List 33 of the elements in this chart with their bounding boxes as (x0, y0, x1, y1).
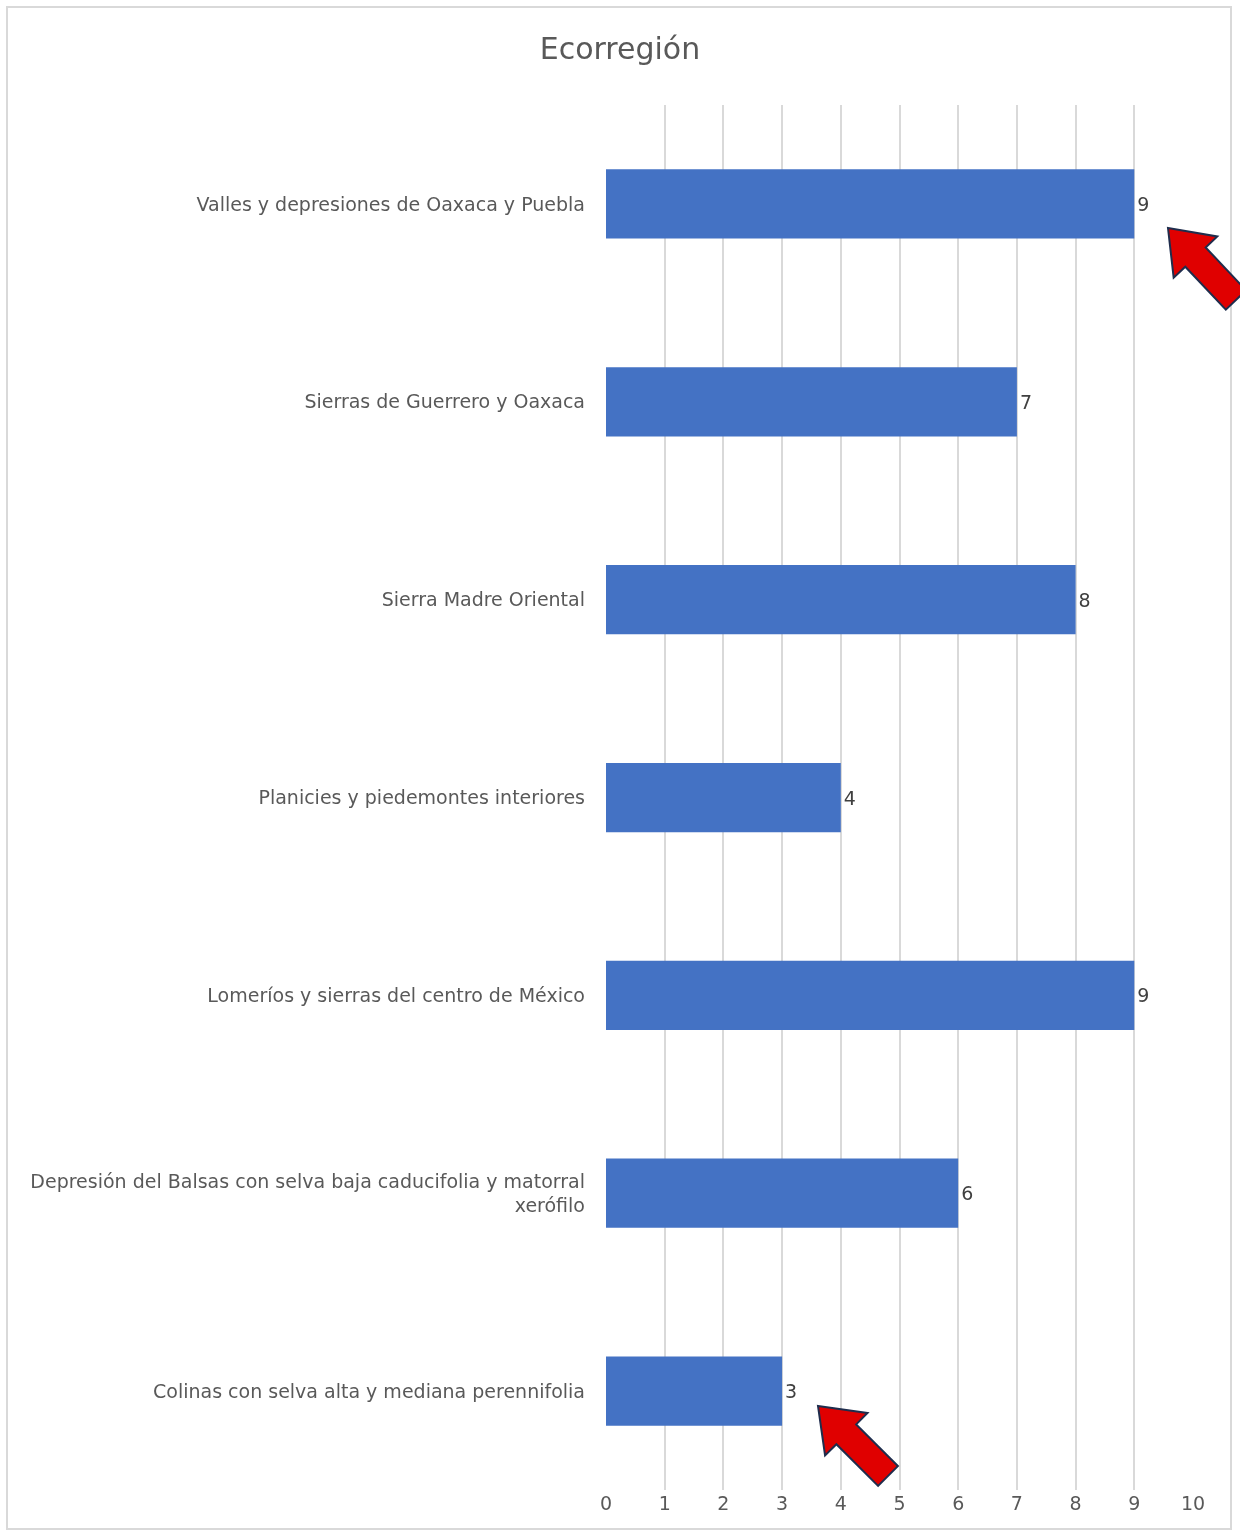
bar (606, 565, 1076, 635)
bar (606, 1356, 783, 1426)
x-tick-label: 7 (1010, 1492, 1023, 1514)
bar (606, 169, 1135, 239)
y-tick-label: Valles y depresiones de Oaxaca y Puebla (196, 192, 585, 215)
data-label: 7 (1019, 390, 1032, 413)
bar (606, 960, 1135, 1030)
x-tick-label: 9 (1128, 1492, 1141, 1514)
x-tick-label: 0 (599, 1492, 613, 1514)
chart-title: Ecorregión (539, 31, 701, 67)
x-tick-label: 8 (1069, 1492, 1082, 1514)
y-tick-label: Sierras de Guerrero y Oaxaca (304, 390, 585, 413)
data-label: 6 (961, 1182, 974, 1205)
y-tick-label: Colinas con selva alta y mediana perennifolia (153, 1379, 585, 1402)
x-tick-label: 5 (893, 1492, 906, 1514)
y-tick-label: Lomeríos y sierras del centro de México (207, 984, 585, 1007)
y-tick-label: Planicies y piedemontes interiores (258, 786, 585, 809)
x-tick-label: 3 (776, 1492, 789, 1514)
y-tick-label: Depresión del Balsas con selva baja caducifolia y matorral xerófilo (30, 1169, 585, 1217)
data-label: 9 (1137, 192, 1150, 215)
y-tick-label: Sierra Madre Oriental (381, 588, 585, 611)
bar (606, 367, 1017, 437)
x-tick-label: 10 (1180, 1492, 1206, 1514)
data-label: 4 (843, 786, 856, 809)
bar (606, 762, 841, 833)
x-tick-label: 2 (717, 1492, 730, 1514)
data-label: 9 (1137, 984, 1150, 1007)
x-tick-label: 1 (658, 1492, 671, 1514)
data-label: 8 (1078, 588, 1091, 611)
x-tick-label: 6 (952, 1492, 965, 1514)
x-tick-label: 4 (834, 1492, 847, 1514)
bar (606, 1158, 959, 1228)
data-label: 3 (785, 1380, 798, 1403)
